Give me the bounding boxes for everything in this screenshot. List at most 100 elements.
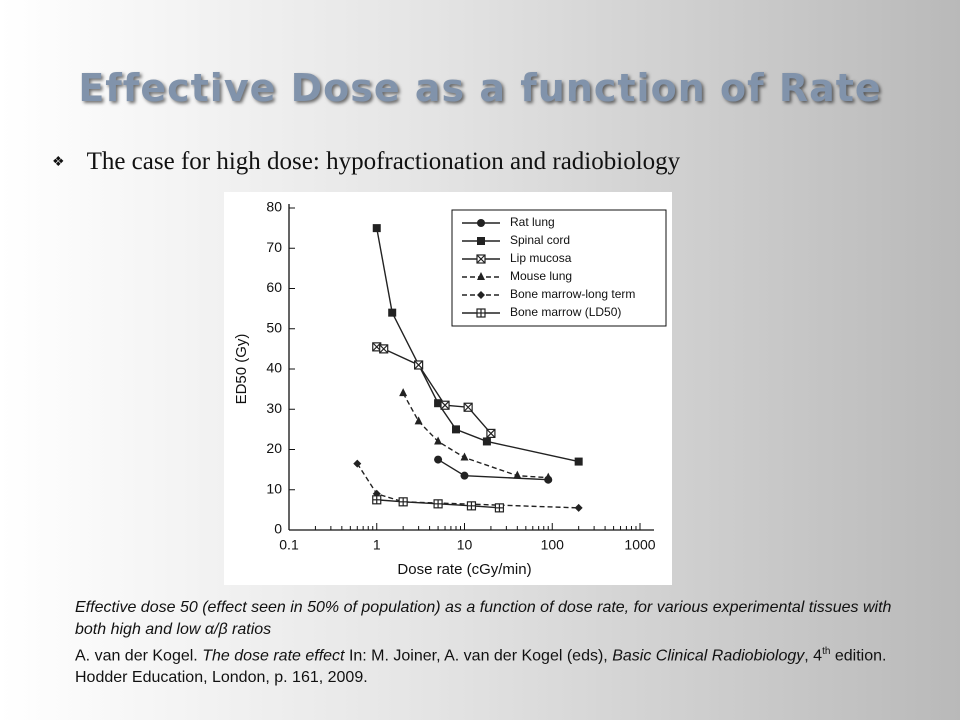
x-tick-label: 1 [373, 537, 381, 553]
y-tick-label: 80 [266, 199, 282, 215]
slide-title: Effective Dose as a function of Rate [78, 66, 882, 110]
citation-part: th [822, 646, 831, 657]
marker-shape [477, 219, 485, 227]
citation-part: In: M. Joiner, A. van der Kogel (eds), [344, 647, 613, 665]
marker-shape [379, 344, 389, 354]
caption: Effective dose 50 (effect seen in 50% of… [75, 597, 895, 689]
bullet-icon: ❖ [52, 155, 65, 170]
legend-label: Bone marrow-long term [510, 287, 635, 301]
marker [574, 503, 583, 512]
marker [434, 436, 443, 445]
marker-shape [477, 237, 485, 245]
series-line [402, 392, 549, 479]
legend-marker [476, 254, 486, 264]
x-tick-label: 1000 [624, 537, 655, 553]
y-tick-label: 50 [266, 319, 282, 335]
marker-shape [414, 360, 424, 370]
marker [414, 360, 424, 370]
marker [544, 472, 553, 481]
legend-box [451, 209, 667, 327]
marker [482, 437, 491, 446]
marker [460, 471, 469, 480]
x-tick-label: 100 [541, 537, 565, 553]
legend-label: Lip mucosa [510, 251, 572, 265]
x-tick-label: 10 [457, 537, 473, 553]
marker [379, 344, 389, 354]
legend-marker [476, 308, 486, 318]
y-tick-label: 40 [266, 360, 282, 376]
bullet-text: The case for high dose: hypofractionatio… [86, 148, 681, 175]
x-axis-label: Dose rate (cGy/min) [397, 561, 531, 578]
marker [460, 452, 469, 461]
marker-shape [440, 400, 450, 410]
marker-shape [434, 436, 443, 445]
marker [433, 499, 443, 509]
marker-shape [399, 388, 408, 397]
y-axis-label: ED50 (Gy) [233, 334, 250, 405]
marker [353, 459, 362, 468]
citation-part: A. van der Kogel. [75, 647, 203, 665]
citation-part: Basic Clinical Radiobiology [612, 647, 805, 665]
marker [372, 495, 382, 505]
series-line [356, 463, 579, 509]
marker [486, 428, 496, 438]
marker-shape [513, 470, 522, 479]
marker [513, 470, 522, 479]
marker [574, 457, 583, 466]
citation: A. van der Kogel. The dose rate effect I… [75, 641, 895, 689]
legend-marker [477, 291, 485, 299]
marker [451, 425, 460, 434]
marker [434, 399, 443, 408]
citation-part: The dose rate effect [202, 647, 345, 665]
marker-shape [388, 308, 397, 317]
caption-text: Effective dose 50 (effect seen in 50% of… [75, 599, 892, 638]
chart: 0 10 20 30 40 50 60 70 80 0.1 1 10 100 1000 Dose rate … [224, 192, 672, 585]
marker [466, 501, 477, 511]
marker-shape [574, 503, 583, 512]
marker-shape [451, 425, 460, 434]
citation-part: , 4 [804, 647, 823, 665]
x-tick-label: 0.1 [279, 537, 299, 553]
marker-shape [353, 459, 362, 468]
y-tick-label: 30 [266, 400, 282, 416]
y-tick-label: 70 [266, 239, 282, 255]
marker-shape [372, 224, 381, 233]
marker-shape [414, 416, 423, 425]
y-tick-label: 0 [274, 521, 282, 537]
marker-shape [574, 457, 583, 466]
marker-shape [486, 428, 496, 438]
marker-shape [477, 272, 485, 280]
citation-part: edition. Hodder Education, London, p. 16… [75, 647, 887, 687]
marker-shape [460, 452, 469, 461]
marker [434, 455, 443, 464]
marker [440, 400, 450, 410]
marker-shape [544, 472, 553, 481]
y-tick-label: 20 [266, 440, 282, 456]
series-line [376, 227, 579, 463]
marker-shape [434, 399, 443, 408]
legend-label: Rat lung [510, 215, 555, 229]
marker-shape [476, 254, 486, 264]
marker [463, 402, 473, 412]
marker-shape [477, 291, 485, 299]
legend-marker [477, 219, 485, 227]
marker-shape [460, 471, 469, 480]
marker [398, 497, 408, 507]
marker [414, 416, 423, 425]
legend-label: Mouse lung [510, 269, 572, 283]
marker [399, 388, 408, 397]
legend-label: Bone marrow (LD50) [510, 305, 621, 319]
legend-label: Spinal cord [510, 233, 570, 247]
marker-shape [482, 437, 491, 446]
legend-marker [477, 237, 485, 245]
marker [372, 224, 381, 233]
marker-shape [434, 455, 443, 464]
marker [388, 308, 397, 317]
marker-shape [372, 342, 382, 352]
marker [494, 503, 505, 513]
bullet-item: ❖ The case for high dose: hypofractionati… [52, 148, 680, 176]
legend-marker [477, 272, 485, 280]
y-tick-label: 60 [266, 279, 282, 295]
y-tick-label: 10 [266, 480, 282, 496]
